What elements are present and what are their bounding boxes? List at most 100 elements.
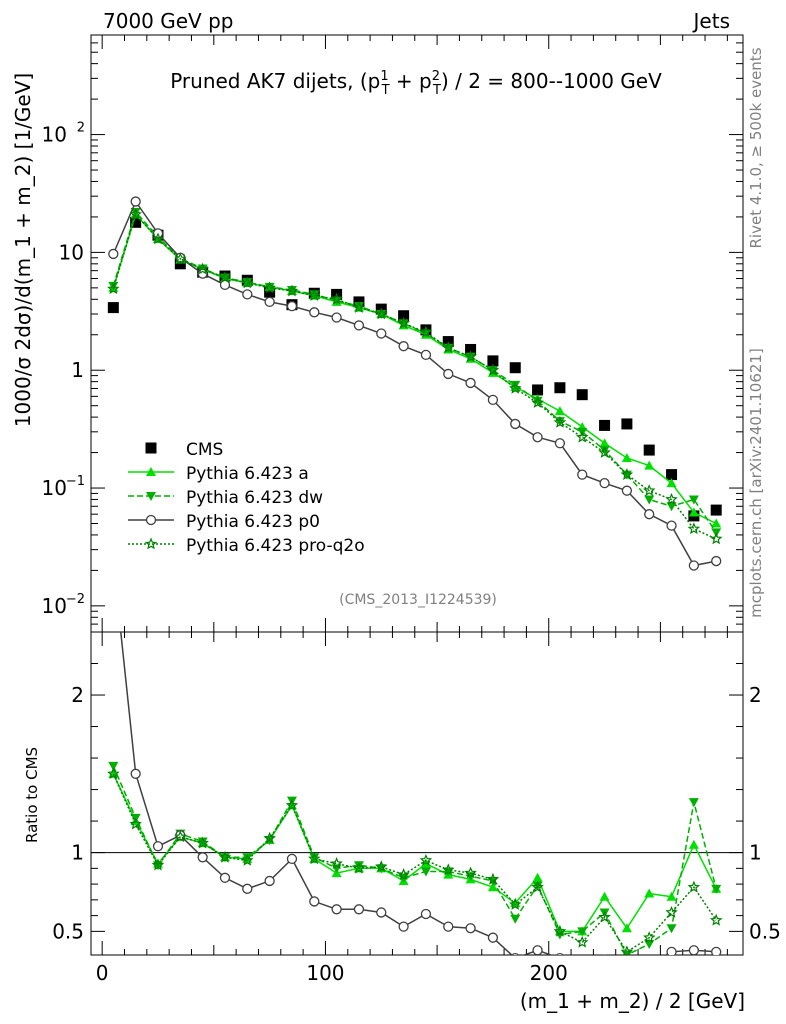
data-point: [242, 853, 253, 863]
legend-label: Pythia 6.423 p0: [186, 512, 320, 532]
chart-title: Pruned AK7 dijets, (p1 T + p2 T) / 2 = 800…: [170, 69, 662, 98]
data-point: [398, 341, 409, 352]
data-point: [443, 368, 454, 380]
data-point: [711, 884, 722, 894]
data-point: [352, 301, 366, 313]
data-point: [443, 921, 454, 932]
ratio-y-tick-label: 1: [71, 841, 84, 865]
data-point: [688, 798, 699, 808]
ratio-series-pythia-6-423-p0: [109, 557, 722, 972]
data-point: [620, 468, 634, 480]
rivet-version-label: Rivet 4.1.0, ≥ 500k events: [747, 47, 765, 248]
data-point: [711, 555, 722, 567]
y-tick-exponent: −1: [66, 474, 85, 489]
legend-entry: Pythia 6.423 dw: [128, 488, 323, 508]
data-point: [285, 284, 299, 297]
data-point: [145, 442, 157, 454]
data-point: [107, 282, 120, 295]
series-line: [112, 210, 717, 533]
data-point: [599, 419, 611, 431]
data-point: [331, 312, 342, 323]
data-point: [240, 276, 254, 289]
data-point: [464, 866, 477, 879]
data-point: [309, 896, 320, 907]
ratio-series-pythia-6-423-pro-q2o: [107, 767, 723, 955]
data-point: [621, 485, 633, 496]
ratio-axis-ticks: 0 100 200 0.5 0.5 1 1 2 2: [52, 632, 781, 985]
data-point: [554, 406, 565, 416]
data-point: [242, 883, 253, 894]
data-point: [375, 307, 388, 320]
ratio-clipped-group: [107, 557, 723, 972]
y-tick-label: 10: [59, 240, 84, 264]
data-point: [644, 460, 655, 470]
data-point: [666, 502, 677, 512]
data-point: [599, 438, 610, 448]
data-point: [286, 300, 298, 312]
legend-entry: Pythia 6.423 a: [128, 464, 309, 484]
data-point: [665, 905, 678, 918]
data-point: [419, 853, 433, 866]
data-point: [108, 761, 119, 771]
data-point: [644, 495, 655, 505]
data-point: [197, 837, 208, 847]
data-point: [353, 320, 365, 331]
data-point: [666, 924, 677, 934]
data-point: [643, 444, 655, 456]
data-point: [599, 891, 610, 901]
data-point: [711, 946, 722, 955]
data-point: [218, 850, 232, 863]
ratio-line: [120, 632, 717, 955]
data-point: [644, 939, 655, 949]
data-point: [330, 292, 343, 305]
data-point: [398, 921, 409, 932]
data-point: [242, 289, 253, 300]
main-series: [107, 196, 723, 571]
y-tick-exponent: 2: [77, 121, 85, 136]
data-point: [397, 868, 410, 880]
data-point: [621, 923, 632, 933]
data-point: [420, 349, 432, 361]
data-point: [107, 767, 120, 780]
data-point: [710, 913, 723, 926]
data-point: [308, 852, 321, 865]
data-point: [263, 281, 276, 294]
data-point: [643, 484, 656, 496]
data-point: [487, 355, 499, 367]
data-point: [442, 341, 455, 354]
series-line: [112, 212, 717, 540]
data-point: [353, 904, 365, 915]
data-point: [644, 509, 655, 520]
data-point: [108, 248, 119, 260]
data-point: [286, 853, 298, 865]
data-point: [599, 446, 610, 456]
data-point: [174, 252, 187, 265]
data-point: [109, 557, 118, 566]
legend-label: Pythia 6.423 a: [186, 464, 309, 484]
ratio-series: [107, 557, 723, 972]
data-point: [464, 350, 477, 363]
data-point: [107, 302, 119, 314]
data-point: [688, 945, 700, 955]
legend-label: Pythia 6.423 pro-q2o: [186, 536, 365, 556]
data-point: [352, 861, 366, 874]
analysis-tag: (CMS_2013_I1224539): [339, 592, 497, 608]
data-point: [108, 281, 119, 291]
legend-label: Pythia 6.423 dw: [186, 488, 323, 508]
data-point: [532, 872, 543, 882]
data-point: [688, 495, 699, 505]
legend-entry: Pythia 6.423 p0: [128, 512, 320, 532]
legend-entry: Pythia 6.423 pro-q2o: [128, 536, 365, 556]
data-point: [666, 478, 677, 488]
data-point: [622, 963, 631, 972]
data-point: [465, 343, 477, 355]
data-point: [532, 384, 544, 396]
data-point: [621, 452, 632, 462]
data-point: [486, 872, 500, 885]
data-point: [531, 880, 544, 893]
ratio-frame: [90, 631, 744, 956]
data-point: [130, 768, 141, 779]
data-point: [375, 860, 388, 873]
data-point: [130, 208, 141, 218]
data-point: [621, 418, 633, 430]
